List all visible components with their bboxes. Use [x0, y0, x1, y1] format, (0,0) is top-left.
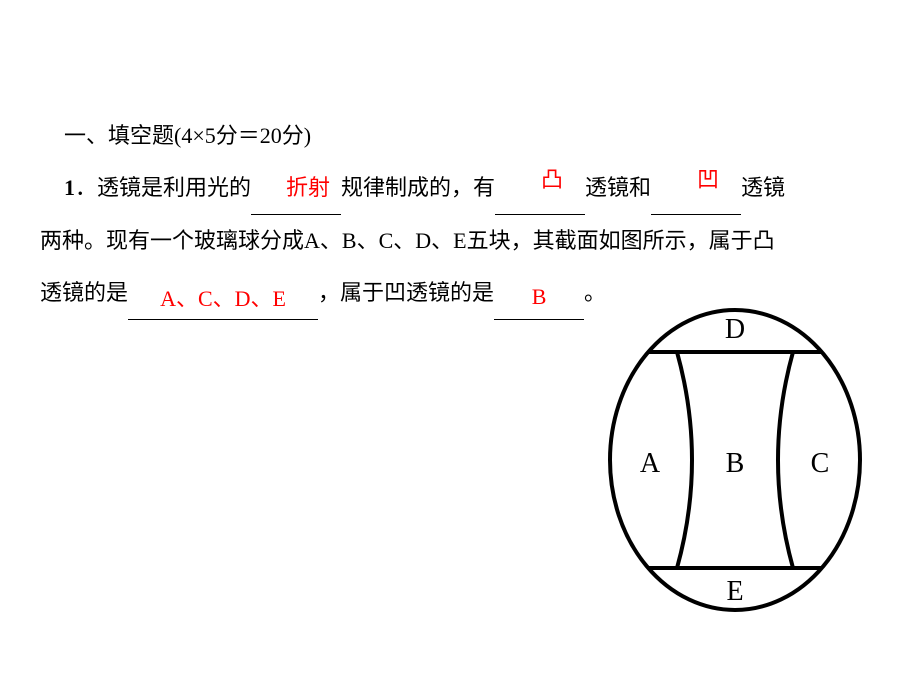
lens-diagram: D A B C E: [595, 300, 875, 620]
q1-ans3: 凹: [697, 167, 719, 192]
q1-ans2: 凸: [541, 167, 563, 192]
diagram-svg: D A B C E: [595, 300, 875, 620]
q1-blank4: A、C、D、E: [128, 267, 318, 320]
q1-ans5: B: [532, 284, 547, 309]
q1-seg4: 透镜: [741, 175, 785, 200]
section-heading: 一、填空题(4×5分＝20分): [40, 110, 880, 162]
q1-number: 1: [64, 175, 75, 200]
label-A: A: [640, 448, 661, 479]
q1-blank2: 凸: [495, 162, 585, 215]
q1-seg2: 规律制成的，有: [341, 175, 495, 200]
label-C: C: [811, 448, 830, 479]
q1-blank1: 折射: [251, 162, 341, 215]
label-B: B: [726, 448, 745, 479]
q1-line2-text: 两种。现有一个玻璃球分成A、B、C、D、E五块，其截面如图所示，属于凸: [40, 228, 775, 253]
label-D: D: [725, 314, 745, 345]
q1-blank3: 凹: [651, 162, 741, 215]
left-curve: [677, 352, 692, 568]
right-curve: [778, 352, 793, 568]
heading-text: 一、填空题(4×5分＝20分): [64, 123, 311, 148]
q1-seg3: 透镜和: [585, 175, 651, 200]
q1-line3a: 透镜的是: [40, 280, 128, 305]
q1-line1: 1．透镜是利用光的 折射规律制成的，有 凸透镜和 凹透镜: [40, 162, 880, 215]
q1-blank5: B: [494, 267, 584, 320]
q1-ans4: A、C、D、E: [160, 286, 286, 311]
label-E: E: [726, 576, 743, 607]
q1-seg1: ．透镜是利用光的: [75, 175, 251, 200]
q1-seg5: ，属于凹透镜的是: [318, 280, 494, 305]
question-content: 一、填空题(4×5分＝20分) 1．透镜是利用光的折射规律制成的，有凸透镜和凹透…: [0, 0, 920, 320]
q1-line2: 两种。现有一个玻璃球分成A、B、C、D、E五块，其截面如图所示，属于凸: [40, 215, 880, 267]
q1-ans1: 折射: [286, 175, 330, 200]
